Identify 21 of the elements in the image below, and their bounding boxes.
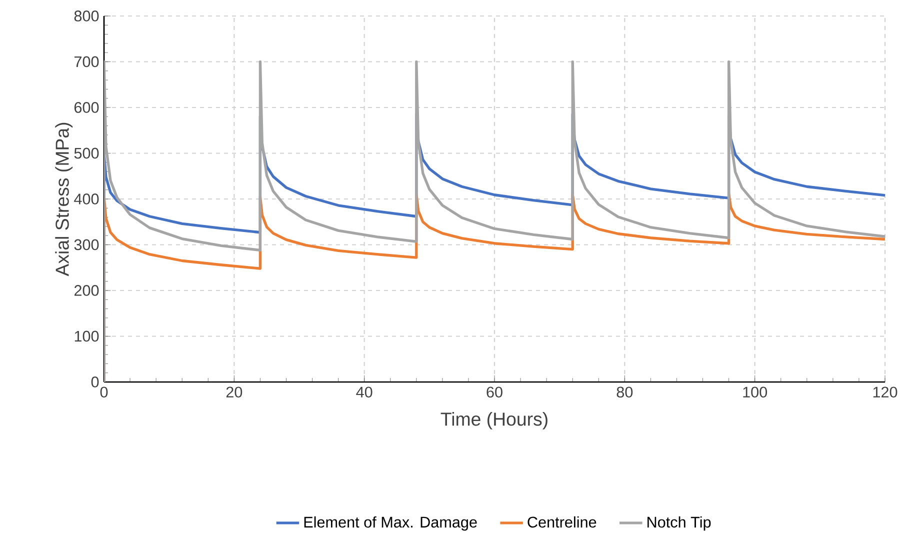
y-tick-label: 200 xyxy=(74,285,99,296)
x-tick-label: 80 xyxy=(616,386,633,398)
y-tick-label: 400 xyxy=(74,194,99,204)
x-tick-label: 20 xyxy=(226,386,242,398)
x-tick-label: 120 xyxy=(873,386,898,398)
legend-label: Element of Max. Damage xyxy=(304,516,477,531)
x-tick-label: 100 xyxy=(743,386,768,398)
legend-label: Centreline xyxy=(528,516,596,528)
y-tick-label: 600 xyxy=(74,102,99,113)
x-tick-label: 0 xyxy=(100,386,108,398)
y-tick-label: 0 xyxy=(91,376,99,388)
y-tick-label: 800 xyxy=(74,10,99,22)
x-tick-label: 40 xyxy=(356,386,372,398)
y-tick-label: 100 xyxy=(74,330,99,342)
y-tick-label: 300 xyxy=(74,239,99,250)
y-tick-label: 500 xyxy=(74,148,99,159)
legend-label: Notch Tip xyxy=(648,516,711,531)
x-axis-title: Time (Hours) xyxy=(440,412,548,430)
y-axis-title: Axial Stress (MPa) xyxy=(55,122,73,276)
x-tick-label: 60 xyxy=(486,386,502,398)
y-tick-label: 700 xyxy=(74,56,99,68)
